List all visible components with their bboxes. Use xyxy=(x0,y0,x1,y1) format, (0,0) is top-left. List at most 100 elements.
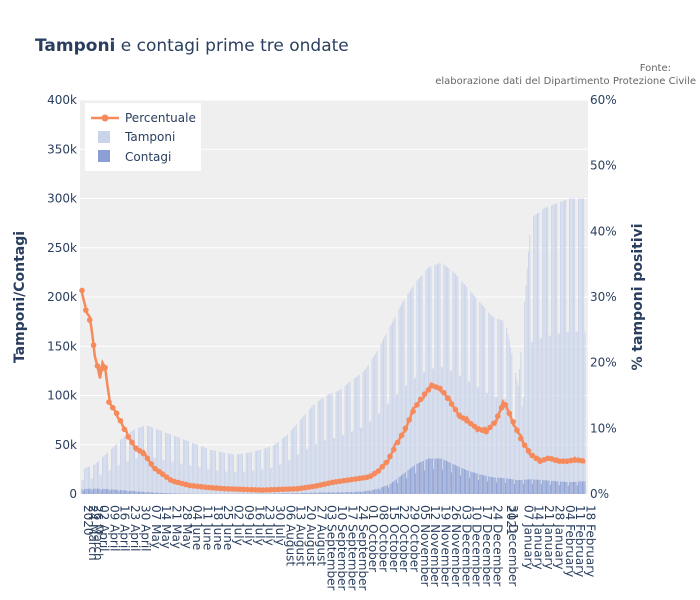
tamponi-bar xyxy=(307,448,309,494)
tamponi-bar xyxy=(535,214,537,494)
tamponi-bar xyxy=(108,470,110,494)
tamponi-bar xyxy=(211,449,213,494)
contagi-bar xyxy=(506,478,508,494)
tamponi-bar xyxy=(138,428,139,494)
contagi-bar xyxy=(580,481,582,494)
contagi-bar xyxy=(289,493,291,494)
tamponi-bar xyxy=(420,276,422,494)
x-tick-label: 30 July xyxy=(273,505,287,546)
contagi-bar xyxy=(122,490,124,494)
y-axis-right-ticks: 0% 10% 20% 30% 40% 50% 60% xyxy=(590,93,617,501)
tamponi-bar xyxy=(506,328,508,494)
tamponi-bar xyxy=(249,452,251,494)
x-tick-label: 18 February xyxy=(584,505,598,577)
x-tick-label: 10 September xyxy=(335,505,349,590)
percentuale-point xyxy=(160,471,166,478)
tamponi-bar xyxy=(521,406,523,494)
tamponi-bar xyxy=(324,440,325,494)
contagi-bar xyxy=(524,479,526,494)
contagi-bar xyxy=(489,476,491,494)
tamponi-bar xyxy=(253,470,255,494)
tamponi-bar xyxy=(430,266,432,494)
tamponi-bar xyxy=(548,335,550,494)
percentuale-point xyxy=(498,404,505,411)
percentuale-point xyxy=(460,415,466,421)
percentuale-point xyxy=(521,442,528,449)
x-tick-label: 28 January xyxy=(552,505,566,570)
contagi-bar xyxy=(467,470,469,494)
tamponi-bar xyxy=(357,375,359,494)
tamponi-bar xyxy=(429,266,431,494)
tamponi-bar xyxy=(120,439,121,494)
contagi-bar xyxy=(327,492,329,494)
tamponi-bar xyxy=(263,448,265,494)
x-tick-label: 2021 xyxy=(504,505,518,536)
contagi-bar xyxy=(421,461,423,494)
contagi-bar xyxy=(351,492,352,494)
contagi-bar xyxy=(116,489,118,494)
tamponi-bar xyxy=(262,469,264,494)
tamponi-bar xyxy=(267,447,269,494)
tamponi-bar xyxy=(439,263,441,494)
tamponi-bar xyxy=(322,397,324,494)
contagi-bar xyxy=(395,479,397,494)
contagi-bar xyxy=(539,479,541,494)
legend-item-percentuale[interactable]: Percentuale xyxy=(91,111,196,125)
contagi-bar xyxy=(121,490,123,494)
source-label: Fonte: xyxy=(640,63,671,74)
tamponi-bar xyxy=(318,400,320,494)
tamponi-bar xyxy=(284,436,286,494)
tamponi-bar xyxy=(336,391,338,494)
contagi-bar xyxy=(322,492,324,494)
tamponi-bar xyxy=(117,465,119,494)
tamponi-bar xyxy=(417,279,419,494)
tamponi-bar xyxy=(302,417,304,494)
contagi-bar xyxy=(126,490,128,494)
contagi-bar xyxy=(501,477,503,494)
contagi-bar xyxy=(389,484,391,494)
contagi-bar xyxy=(544,480,546,494)
contagi-bar xyxy=(392,482,393,494)
x-tick-label: 02 July xyxy=(232,505,246,546)
contagi-bar xyxy=(490,476,492,494)
contagi-bar xyxy=(176,493,178,494)
contagi-bar xyxy=(82,490,84,494)
contagi-bar xyxy=(494,477,496,494)
contagi-bar xyxy=(410,468,411,494)
percentuale-point xyxy=(90,342,97,348)
contagi-bar xyxy=(581,481,583,494)
contagi-bar xyxy=(104,488,106,494)
tamponi-bar xyxy=(248,452,250,494)
contagi-bar xyxy=(304,492,306,494)
contagi-bar xyxy=(288,493,290,494)
y-right-tick-label: 50% xyxy=(590,159,617,173)
tamponi-bar xyxy=(411,288,413,494)
percentuale-point xyxy=(398,432,405,439)
contagi-bar xyxy=(538,479,540,494)
contagi-bar xyxy=(362,491,364,494)
tamponi-bar xyxy=(392,321,393,494)
contagi-bar xyxy=(460,475,461,494)
tamponi-bar xyxy=(202,446,204,494)
legend[interactable]: Percentuale Tamponi Contagi xyxy=(85,103,201,171)
contagi-bar xyxy=(375,489,377,494)
y-left-tick-label: 0 xyxy=(69,487,77,501)
contagi-bar xyxy=(86,488,88,494)
contagi-bar xyxy=(522,484,524,494)
tamponi-bar xyxy=(351,431,352,494)
tamponi-bar xyxy=(111,448,112,494)
x-tick-label: 27 August xyxy=(314,505,328,566)
tamponi-bar xyxy=(166,432,168,494)
tamponi-bar xyxy=(526,268,528,494)
contagi-bar xyxy=(534,479,536,494)
tamponi-bar xyxy=(180,463,182,494)
legend-item-tamponi[interactable]: Tamponi xyxy=(98,130,175,144)
legend-item-contagi[interactable]: Contagi xyxy=(98,150,171,164)
tamponi-bar xyxy=(469,381,470,494)
contagi-bar xyxy=(565,481,567,494)
contagi-bar xyxy=(131,490,133,494)
x-tick-label: 29 October xyxy=(408,505,422,572)
tamponi-bar xyxy=(239,454,241,494)
tamponi-bar xyxy=(96,462,98,494)
